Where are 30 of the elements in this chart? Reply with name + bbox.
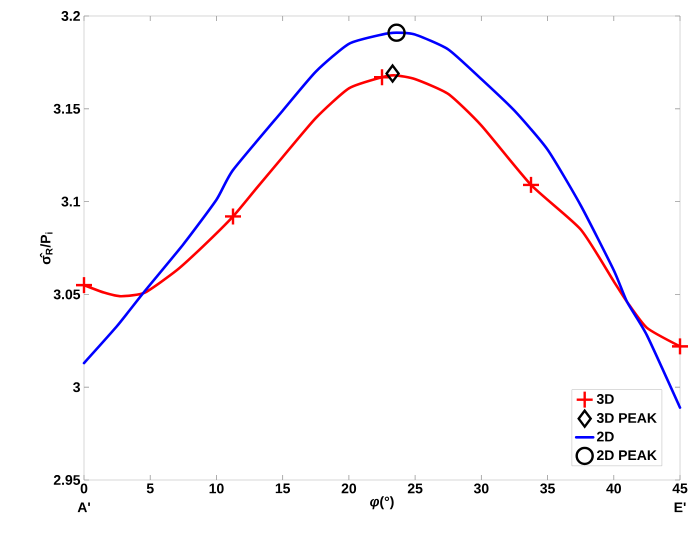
legend-label: 2D PEAK (596, 450, 657, 460)
y-axis-title: σ̂$_{R}$/P$_{i}$ (40, 232, 52, 264)
x-tick-label: 40 (606, 484, 621, 494)
point (224, 207, 242, 226)
y-tick-label: 3 (73, 382, 80, 392)
legend-label: 3D PEAK (596, 413, 657, 423)
point (385, 64, 400, 83)
x-tick-label: 15 (276, 484, 290, 494)
x-tick-label: 5 (146, 484, 154, 494)
x-axis-title: φ(°) (370, 496, 394, 510)
legend-label: 2D (596, 432, 614, 442)
y-tick-label: 2.95 (54, 475, 80, 485)
point (670, 337, 690, 356)
y-tick-label: 3.1 (61, 196, 80, 207)
x-tick-label: 20 (342, 484, 356, 494)
line-series (82, 31, 682, 409)
y-tick-label: 3.05 (54, 289, 80, 300)
x-tick-label: 30 (474, 484, 489, 494)
x-tick-label: 25 (408, 484, 422, 494)
x-tick-label: 0 (80, 484, 88, 494)
point (522, 176, 540, 194)
y-tick-label: 3.15 (54, 104, 80, 114)
x-tick-label: 35 (540, 484, 555, 494)
y-tick-label: 3.2 (61, 11, 80, 21)
text: E' (674, 502, 686, 512)
x-tick-label: 10 (210, 484, 224, 494)
point (387, 24, 406, 42)
legend-label: 3D (596, 394, 614, 404)
text: A' (78, 502, 90, 512)
x-tick-label: 45 (672, 484, 688, 494)
